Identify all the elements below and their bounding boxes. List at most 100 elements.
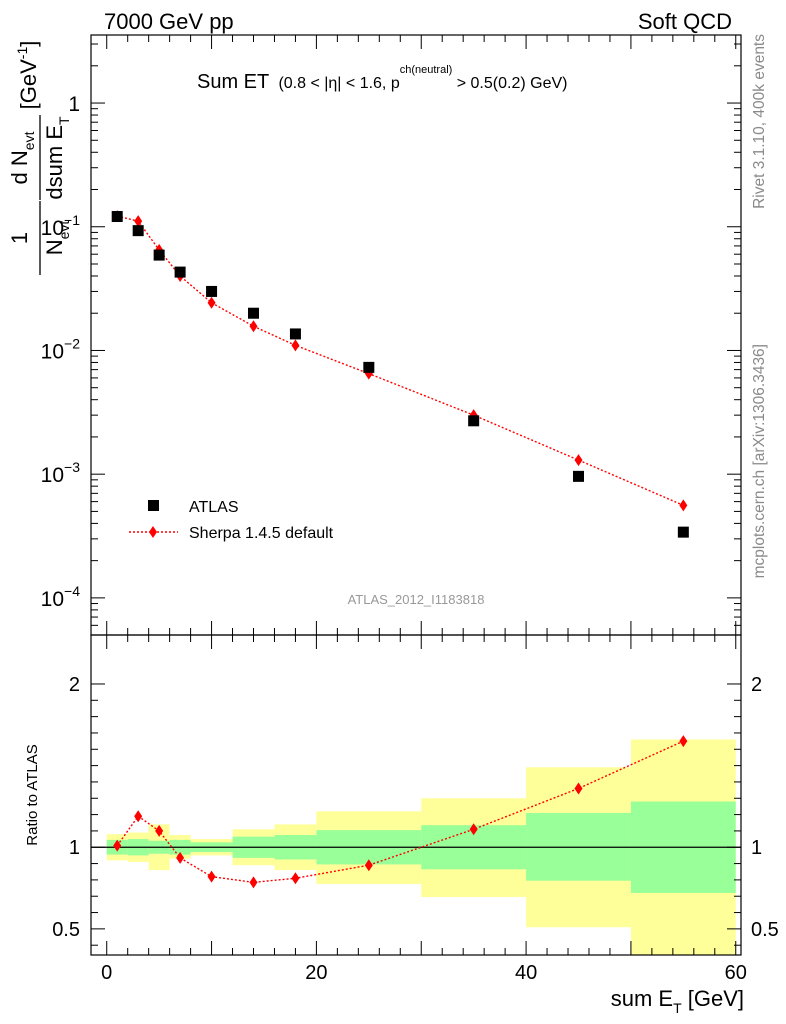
atlas-point bbox=[132, 225, 144, 237]
tick-label-exponent: −4 bbox=[64, 583, 80, 599]
main-y-axis-label: 1 Nevt d Nevt dsum ET [GeV-1] bbox=[7, 41, 72, 275]
atlas-point bbox=[289, 328, 301, 340]
sherpa-ratio-point bbox=[679, 735, 688, 748]
ratio-x-tick-label: 60 bbox=[725, 962, 747, 984]
ratio-series-layer bbox=[113, 735, 688, 889]
ratio-x-tick-labels: 0 20 40 60 bbox=[101, 962, 747, 984]
main-y-tick-label: 10−2 bbox=[41, 335, 81, 363]
legend-label-sherpa: Sherpa 1.4.5 default bbox=[189, 525, 334, 542]
ylabel-num2-sub: evt bbox=[21, 131, 37, 150]
main-y-tick-label: 1 bbox=[68, 93, 80, 116]
tick-label-base: 10 bbox=[41, 340, 64, 363]
sherpa-point bbox=[134, 215, 143, 228]
ratio-axis-ticks bbox=[91, 635, 741, 955]
sherpa-point bbox=[207, 296, 216, 309]
ratio-x-tick-label: 40 bbox=[515, 962, 537, 984]
ylabel-unit-close: ] bbox=[16, 41, 41, 47]
sherpa-ratio-point bbox=[364, 859, 373, 872]
ratio-x-tick-label: 0 bbox=[101, 962, 112, 984]
ylabel-denominator-1: Nevt bbox=[42, 221, 72, 256]
legend-label-atlas: ATLAS bbox=[189, 499, 239, 516]
ylabel-numerator-1: 1 bbox=[7, 232, 32, 244]
ylabel-unit-sup: -1 bbox=[14, 47, 30, 60]
legend-marker-atlas bbox=[148, 500, 159, 511]
x-axis-label-sub: T bbox=[673, 1000, 682, 1016]
ylabel-den1-sub: evt bbox=[56, 221, 72, 240]
ratio-x-tick-label: 20 bbox=[305, 962, 327, 984]
sherpa-ratio-point bbox=[207, 870, 216, 883]
tick-label-base: 10 bbox=[41, 217, 64, 240]
ratio-panel: 0.5 0.5 1 1 2 2 0 20 40 60 Ratio to ATLAS sum ET… bbox=[24, 634, 779, 1016]
sherpa-ratio-point bbox=[134, 810, 143, 823]
sherpa-curve bbox=[117, 215, 684, 506]
sherpa-ratio-curve bbox=[116, 740, 684, 884]
atlas-point bbox=[206, 285, 218, 297]
atlas-point bbox=[248, 307, 259, 319]
x-axis-label-unit: [GeV] bbox=[682, 986, 744, 1011]
ratio-y-tick-label-right: 1 bbox=[751, 837, 762, 859]
atlas-point bbox=[677, 526, 689, 538]
ratio-y-tick-label-left: 1 bbox=[69, 837, 80, 859]
plot-title-cut-suffix: > 0.5(0.2) GeV) bbox=[452, 75, 567, 92]
ylabel-den2-sub: T bbox=[56, 116, 72, 125]
ylabel-numerator-2: d Nevt bbox=[7, 131, 37, 184]
sherpa-ratio-point bbox=[469, 823, 478, 836]
header-right-label: Soft QCD bbox=[638, 9, 732, 34]
ratio-y-tick-labels: 0.5 0.5 1 1 2 2 bbox=[52, 674, 779, 941]
sherpa-point bbox=[291, 339, 300, 352]
plot-title-cut-superscript: ch(neutral) bbox=[400, 64, 453, 76]
analysis-id-label: ATLAS_2012_I1183818 bbox=[348, 592, 485, 607]
main-series-layer bbox=[111, 210, 689, 538]
ratio-plot-frame bbox=[90, 634, 742, 956]
sherpa-point bbox=[679, 499, 688, 512]
main-axis-ticks bbox=[91, 35, 741, 635]
rivet-version-label: Rivet 3.1.10, 400k events bbox=[751, 34, 768, 209]
plot-title: Sum ET (0.8 < |η| < 1.6, pch(neutral) > … bbox=[197, 64, 567, 93]
atlas-point bbox=[111, 211, 123, 223]
main-y-tick-label: 10−3 bbox=[41, 459, 81, 487]
ratio-y-tick-label-right: 0.5 bbox=[751, 919, 779, 941]
tick-label-exponent: −3 bbox=[64, 459, 80, 475]
ylabel-den2-main: dsum E bbox=[42, 125, 67, 200]
sherpa-point bbox=[249, 320, 258, 333]
tick-label-exponent: −2 bbox=[64, 335, 80, 351]
x-axis-label-main: sum E bbox=[611, 986, 673, 1011]
plot-title-main: Sum ET bbox=[197, 71, 269, 93]
header-left-label: 7000 GeV pp bbox=[104, 9, 234, 34]
main-y-tick-label: 10−4 bbox=[41, 583, 81, 611]
main-y-tick-labels: 110−110−210−310−4 bbox=[41, 93, 81, 611]
atlas-point bbox=[468, 415, 480, 427]
ylabel-unit-main: [GeV bbox=[16, 59, 41, 109]
legend-marker-sherpa bbox=[149, 526, 157, 538]
tick-label-exponent: −1 bbox=[64, 212, 80, 228]
legend: ATLAS Sherpa 1.4.5 default bbox=[129, 499, 334, 542]
plot-title-cut-prefix: (0.8 < |η| < 1.6, p bbox=[278, 75, 399, 92]
ylabel-den1-main: N bbox=[42, 239, 67, 255]
sherpa-point bbox=[574, 454, 583, 467]
tick-label-base: 10 bbox=[41, 588, 64, 611]
sherpa-ratio-point bbox=[249, 876, 258, 889]
main-plot-frame bbox=[90, 34, 742, 636]
ratio-y-axis-label: Ratio to ATLAS bbox=[24, 744, 41, 845]
main-panel: 110−110−210−310−4 Sum ET (0.8 < |η| < 1.… bbox=[7, 34, 742, 636]
tick-label-base: 10 bbox=[41, 464, 64, 487]
ylabel-denominator-2: dsum ET bbox=[42, 116, 72, 200]
sherpa-ratio-point bbox=[176, 851, 185, 864]
sherpa-ratio-point bbox=[574, 782, 583, 795]
mcplots-source-label: mcplots.cern.ch [arXiv:1306.3436] bbox=[751, 344, 768, 578]
ylabel-num2-main: d N bbox=[7, 150, 32, 184]
x-axis-label: sum ET [GeV] bbox=[611, 986, 744, 1016]
main-y-tick-label: 10−1 bbox=[41, 212, 81, 240]
sherpa-ratio-point bbox=[155, 824, 164, 837]
atlas-point bbox=[174, 266, 186, 278]
ratio-y-tick-label-right: 2 bbox=[751, 674, 762, 696]
sherpa-ratio-point bbox=[291, 872, 300, 885]
ratio-y-tick-label-left: 0.5 bbox=[52, 919, 80, 941]
atlas-point bbox=[573, 470, 584, 482]
atlas-point bbox=[153, 249, 165, 261]
sherpa-ratio-point bbox=[113, 839, 122, 852]
ylabel-unit: [GeV-1] bbox=[14, 41, 41, 110]
atlas-point bbox=[363, 361, 375, 373]
ratio-y-tick-label-left: 2 bbox=[69, 674, 80, 696]
